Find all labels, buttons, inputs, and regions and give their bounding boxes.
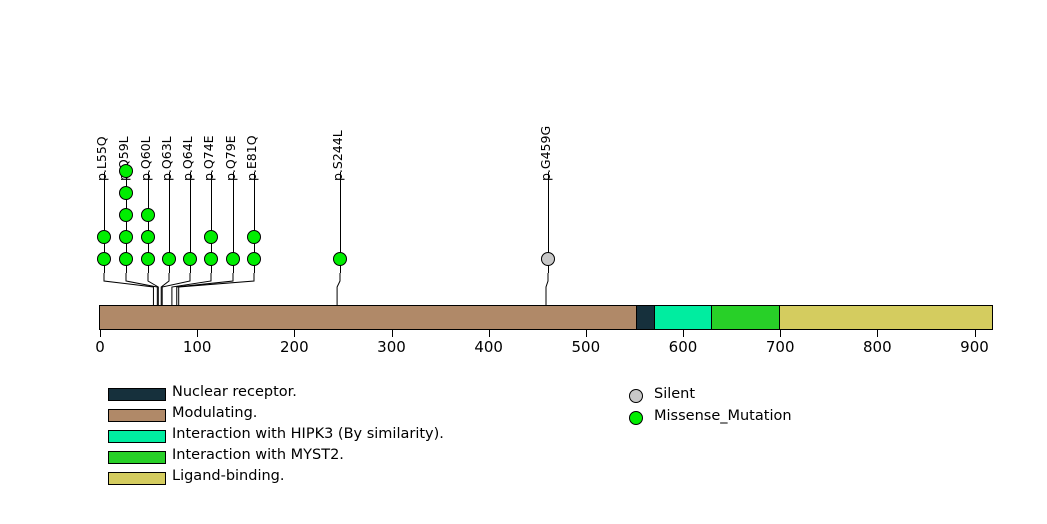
axis-tick-label: 0 bbox=[95, 338, 105, 356]
mutation-marker[interactable] bbox=[162, 252, 176, 266]
axis-tick bbox=[877, 330, 879, 337]
domain-legend-label: Interaction with MYST2. bbox=[172, 447, 344, 463]
domain-legend-swatch bbox=[108, 430, 166, 443]
mutation-label[interactable]: p.E81Q bbox=[244, 135, 259, 181]
mutation-connector bbox=[161, 273, 191, 305]
mutation-marker[interactable] bbox=[247, 252, 261, 266]
mutation-label[interactable]: p.Q60L bbox=[138, 136, 153, 181]
mutation-marker[interactable] bbox=[541, 252, 555, 266]
domain-segment[interactable] bbox=[712, 306, 781, 329]
lollipop-stem bbox=[148, 172, 149, 273]
mutation-marker[interactable] bbox=[119, 230, 133, 244]
axis-tick-label: 900 bbox=[960, 338, 989, 356]
mutation-marker[interactable] bbox=[141, 230, 155, 244]
axis-tick bbox=[294, 330, 296, 337]
lollipop-stem bbox=[169, 172, 170, 273]
mutation-label[interactable]: p.G459G bbox=[538, 125, 553, 181]
mutation-connector bbox=[176, 273, 234, 305]
lollipop-stem bbox=[104, 172, 105, 273]
axis-tick bbox=[197, 330, 199, 337]
mutation-marker[interactable] bbox=[183, 252, 197, 266]
mutation-label[interactable]: p.Q74E bbox=[201, 135, 216, 181]
axis-tick bbox=[585, 330, 587, 337]
lollipop-stem bbox=[126, 172, 127, 273]
mutation-marker[interactable] bbox=[141, 252, 155, 266]
domain-legend-swatch bbox=[108, 409, 166, 422]
axis-tick bbox=[780, 330, 782, 337]
mutation-connector bbox=[125, 273, 158, 305]
axis-tick bbox=[683, 330, 684, 337]
domain-legend-swatch bbox=[108, 472, 166, 485]
mutation-marker[interactable] bbox=[97, 230, 111, 244]
mutation-marker[interactable] bbox=[226, 252, 240, 266]
axis-tick bbox=[100, 330, 101, 337]
mutation-connector bbox=[336, 273, 341, 305]
lollipop-stem bbox=[190, 172, 191, 273]
mutation-marker[interactable] bbox=[119, 208, 133, 222]
axis-tick bbox=[488, 330, 490, 337]
mutation-marker[interactable] bbox=[119, 252, 133, 266]
axis-tick-label: 800 bbox=[863, 338, 892, 356]
axis-tick-label: 400 bbox=[474, 338, 503, 356]
mutation-legend-dot bbox=[629, 389, 643, 403]
mutation-marker[interactable] bbox=[141, 208, 155, 222]
domain-legend-label: Ligand-binding. bbox=[172, 468, 285, 484]
lollipop-stem bbox=[211, 172, 212, 273]
lollipop-stem bbox=[548, 172, 549, 273]
lollipop-stem bbox=[340, 172, 341, 273]
domain-legend-label: Modulating. bbox=[172, 405, 258, 421]
axis-tick-label: 200 bbox=[280, 338, 309, 356]
domain-segment[interactable] bbox=[637, 306, 655, 329]
mutation-marker[interactable] bbox=[204, 230, 218, 244]
mutation-legend-label: Missense_Mutation bbox=[654, 408, 792, 424]
axis-tick-label: 500 bbox=[571, 338, 601, 356]
lollipop-stem bbox=[254, 172, 255, 273]
mutation-marker[interactable] bbox=[204, 252, 218, 266]
mutation-legend-label: Silent bbox=[654, 386, 696, 402]
domain-segment[interactable] bbox=[780, 306, 992, 329]
lollipop-stem bbox=[233, 172, 234, 273]
mutation-connector bbox=[178, 273, 255, 305]
axis-tick-label: 100 bbox=[182, 338, 212, 356]
mutation-marker[interactable] bbox=[119, 186, 133, 200]
axis-tick bbox=[974, 330, 976, 337]
mutation-connector bbox=[160, 273, 170, 305]
mutation-label[interactable]: p.Q79E bbox=[223, 135, 238, 181]
mutation-connector bbox=[103, 273, 154, 305]
mutation-label[interactable]: p.Q63L bbox=[159, 136, 174, 181]
mutation-connector bbox=[147, 273, 159, 305]
axis-tick-label: 700 bbox=[765, 338, 795, 356]
domain-segment[interactable] bbox=[654, 306, 713, 329]
domain-legend-swatch bbox=[108, 388, 166, 401]
protein-domain-bar[interactable] bbox=[99, 305, 993, 330]
mutation-label[interactable]: p.L55Q bbox=[94, 136, 109, 181]
mutation-connector bbox=[545, 273, 549, 305]
mutation-legend-dot bbox=[629, 411, 643, 425]
mutation-label[interactable]: p.Q64L bbox=[180, 136, 195, 181]
domain-segment[interactable] bbox=[100, 306, 638, 329]
mutation-label[interactable]: p.S244L bbox=[330, 130, 345, 181]
axis-tick-label: 300 bbox=[377, 338, 406, 356]
domain-legend-swatch bbox=[108, 451, 166, 464]
mutation-marker[interactable] bbox=[333, 252, 347, 266]
mutation-marker[interactable] bbox=[247, 230, 261, 244]
mutation-marker[interactable] bbox=[97, 252, 111, 266]
axis-tick-label: 600 bbox=[668, 338, 698, 356]
domain-legend-label: Interaction with HIPK3 (By similarity). bbox=[172, 426, 444, 442]
domain-legend-label: Nuclear receptor. bbox=[172, 384, 297, 400]
mutation-connector bbox=[171, 273, 212, 305]
axis-tick bbox=[391, 330, 393, 337]
mutation-marker[interactable] bbox=[119, 164, 133, 178]
